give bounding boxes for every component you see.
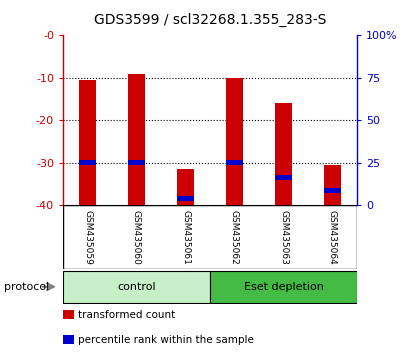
Text: GSM435064: GSM435064: [328, 210, 337, 265]
Text: protocol: protocol: [4, 282, 50, 292]
Bar: [275, 175, 292, 180]
Text: GDS3599 / scl32268.1.355_283-S: GDS3599 / scl32268.1.355_283-S: [94, 12, 326, 27]
Text: Eset depletion: Eset depletion: [244, 282, 323, 292]
Text: transformed count: transformed count: [78, 310, 175, 320]
Text: GSM435063: GSM435063: [279, 210, 288, 265]
Bar: [79, 80, 96, 205]
Text: GSM435060: GSM435060: [132, 210, 141, 265]
Bar: [275, 103, 292, 205]
Bar: [79, 160, 96, 165]
Text: control: control: [117, 282, 156, 292]
Bar: [63, 271, 210, 303]
Text: GSM435062: GSM435062: [230, 210, 239, 265]
Bar: [324, 188, 341, 193]
Bar: [210, 271, 357, 303]
Bar: [177, 196, 194, 201]
Text: GSM435059: GSM435059: [83, 210, 92, 265]
Bar: [128, 74, 145, 205]
Text: percentile rank within the sample: percentile rank within the sample: [78, 335, 254, 345]
Bar: [324, 165, 341, 205]
Bar: [226, 78, 243, 205]
Bar: [226, 160, 243, 165]
Bar: [177, 169, 194, 205]
Bar: [128, 160, 145, 165]
Text: GSM435061: GSM435061: [181, 210, 190, 265]
